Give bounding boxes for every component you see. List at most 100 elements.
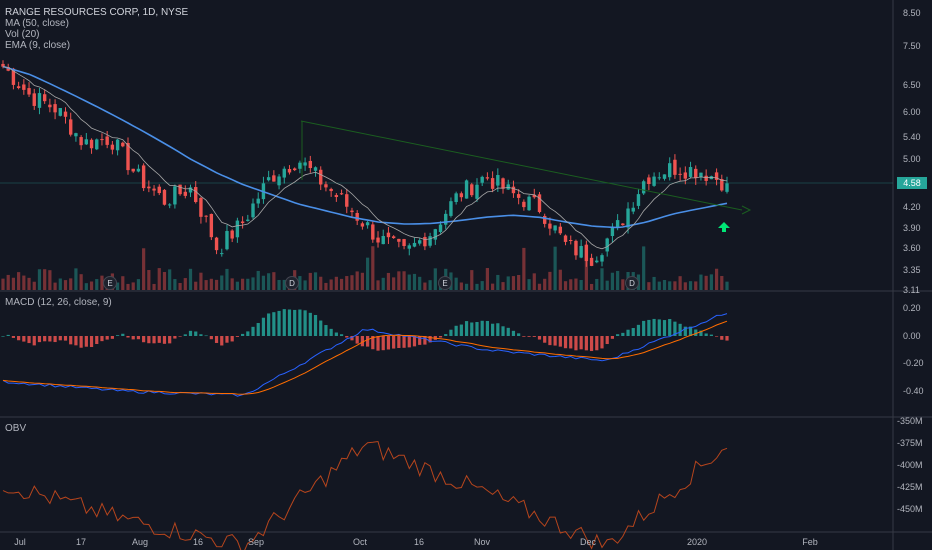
macd-hist-bar: [199, 334, 203, 336]
candle-body: [501, 178, 505, 189]
macd-hist-bar: [303, 310, 307, 336]
event-marker-label: D: [629, 279, 635, 288]
candle-body: [53, 104, 57, 113]
volume-bar: [366, 257, 370, 290]
candle-body: [553, 225, 557, 231]
candle-body: [16, 86, 21, 89]
candle-body: [574, 240, 578, 256]
indicator-vol-label[interactable]: Vol (20): [5, 29, 40, 40]
event-marker: [285, 276, 299, 290]
volume-bar: [527, 279, 531, 290]
volume-bar: [79, 274, 83, 290]
candle-body: [42, 94, 47, 102]
candle-body: [647, 177, 651, 185]
time-axis[interactable]: Jul 17 Aug 16 Sep Oct 16 Nov Dec 2020 Feb: [14, 537, 818, 547]
volume-bar: [678, 276, 682, 290]
candle-body: [579, 246, 583, 258]
volume-bar: [230, 278, 234, 290]
volume-bar: [470, 270, 474, 290]
volume-bar: [350, 275, 354, 290]
volume-bar: [339, 278, 344, 290]
candle-body: [433, 229, 438, 240]
macd-hist-bar: [100, 336, 104, 342]
candle-body: [657, 177, 661, 179]
macd-hist-bar: [287, 309, 292, 336]
candle-body: [167, 204, 172, 206]
macd-hist-bar: [621, 332, 625, 336]
volume-bar: [261, 275, 266, 290]
candle-body: [214, 237, 219, 251]
candle-body: [673, 159, 677, 175]
macd-hist-bar: [1, 336, 5, 337]
candle-body: [631, 207, 635, 212]
macd-hist-bar: [402, 336, 406, 348]
candle-body: [209, 213, 214, 238]
volume-bar: [188, 268, 193, 290]
volume-bar: [282, 279, 286, 290]
macd-hist-bar: [183, 334, 187, 336]
time-tick-label: 17: [76, 537, 86, 547]
macd-hist-bar: [214, 336, 219, 343]
volume-bar: [423, 282, 427, 290]
candle-body: [251, 203, 255, 218]
volume-bar: [100, 275, 104, 290]
candle-body: [511, 186, 516, 194]
candle-body: [376, 237, 380, 243]
volume-bar: [506, 276, 510, 290]
macd-hist-bar: [27, 336, 31, 344]
candlesticks[interactable]: [1, 60, 729, 267]
macd-hist-bar: [496, 323, 500, 336]
macd-hist-bar: [699, 330, 703, 336]
candle-body: [303, 162, 307, 166]
candle-body: [391, 236, 396, 239]
macd-hist-bar: [178, 336, 182, 337]
candle-body: [324, 184, 328, 188]
price-tick-label: 4.20: [903, 202, 921, 212]
macd-hist-bar: [616, 334, 620, 336]
time-tick-label: Jul: [14, 537, 26, 547]
volume-bar: [74, 268, 78, 290]
candle-body: [470, 184, 474, 196]
volume-bar: [22, 275, 26, 290]
volume-bar: [532, 273, 536, 290]
volume-bar: [178, 282, 182, 290]
macd-hist-bar: [230, 336, 234, 342]
macd-hist-bar: [574, 336, 578, 351]
candle-body: [89, 139, 94, 149]
macd-hist-bar: [464, 321, 469, 336]
candle-body: [714, 172, 719, 180]
candle-body: [334, 195, 339, 198]
candle-body: [360, 223, 365, 227]
price-tick-label: 3.60: [903, 243, 921, 253]
volume-bar: [173, 279, 177, 290]
volume-bar: [17, 272, 21, 290]
candle-body: [266, 177, 271, 181]
candle-body: [381, 236, 385, 245]
candle-body: [115, 139, 120, 151]
candle-body: [246, 219, 250, 221]
candle-body: [397, 238, 401, 242]
candle-body: [235, 220, 240, 238]
candle-body: [444, 213, 448, 225]
price-axis[interactable]: 8.50 7.50 6.50 6.00 5.40 5.00 4.20 3.90 3.60 3.35…: [897, 0, 924, 514]
volume-bar: [1, 278, 5, 290]
macd-pane-label[interactable]: MACD (12, 26, close, 9): [5, 297, 112, 308]
candle-body: [475, 184, 479, 199]
volume-bar: [402, 271, 406, 290]
volume-bar: [662, 279, 667, 290]
macd-hist-bar: [642, 320, 646, 336]
indicator-ema-label[interactable]: EMA (9, close): [5, 40, 71, 51]
candle-body: [48, 104, 52, 108]
macd-hist-bar: [293, 309, 297, 336]
macd-hist-bar: [32, 336, 36, 346]
volume-bar: [657, 281, 661, 290]
macd-hist-bar: [673, 321, 677, 336]
candle-body: [412, 242, 417, 247]
symbol-title[interactable]: RANGE RESOURCES CORP, 1D, NYSE: [5, 7, 189, 18]
macd-hist-bar: [392, 336, 396, 349]
obv-pane-label[interactable]: OBV: [5, 423, 27, 434]
macd-hist-bar: [209, 336, 213, 340]
indicator-ma-label[interactable]: MA (50, close): [5, 18, 69, 29]
